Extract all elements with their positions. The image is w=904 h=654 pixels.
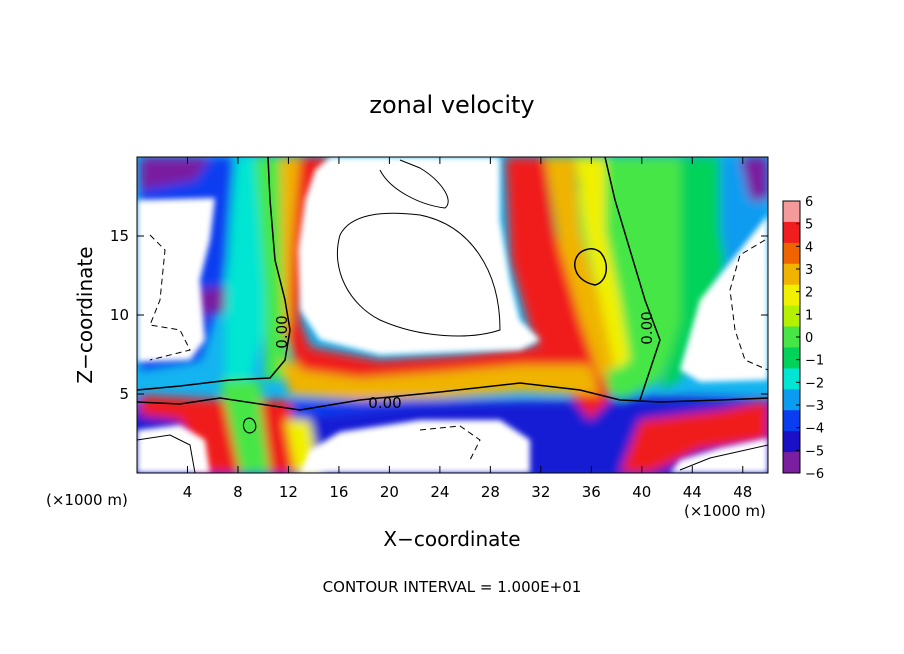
colorbar-swatch [783,347,800,369]
colorbar-tick-label: −6 [805,467,824,482]
colorbar-tick-label: −2 [805,376,824,391]
colorbar-swatch [783,221,800,244]
colorbar: 6 5 4 3 2 1 0 −1 −2 −3 −4 −5 −6 [782,195,824,482]
x-tick-label: 32 [531,483,550,501]
colorbar-tick-label: −3 [805,399,824,414]
chart-title: zonal velocity [369,91,534,119]
x-tick-label: 12 [279,483,298,501]
y-axis-label: Z−coordinate [73,246,97,383]
y-axis-ticks: 5 10 15 [110,227,768,403]
x-unit-right: (×1000 m) [684,502,766,520]
colorbar-tick-label: 0 [805,331,813,346]
x-tick-label: 48 [733,483,752,501]
x-tick-label: 16 [329,483,348,501]
colorbar-swatch [783,368,800,390]
y-tick-label: 15 [110,227,129,245]
colorbar-tick-label: 6 [805,195,813,210]
colorbar-swatch [783,410,800,432]
x-tick-label: 44 [683,483,702,501]
colorbar-tick-label: 4 [805,240,813,255]
x-tick-label: 28 [481,483,500,501]
plot-area: 0.00 0.00 0.00 [137,157,768,473]
colorbar-tick-label: 1 [805,308,813,323]
contour-label-left: 0.00 [273,315,291,348]
x-tick-label: 8 [233,483,243,501]
colorbar-tick-label: −1 [805,354,824,369]
y-tick-label: 5 [119,385,129,403]
colorbar-swatch [783,284,800,307]
x-tick-label: 4 [183,483,193,501]
colorbar-tick-label: −4 [805,422,824,437]
contour-label-centre: 0.00 [368,394,401,412]
x-axis-label: X−coordinate [383,527,520,551]
colorbar-tick-label: 3 [805,263,813,278]
contour-labels: 0.00 0.00 0.00 [273,311,656,412]
colorbar-swatch [783,431,800,453]
contour-interval-footer: CONTOUR INTERVAL = 1.000E+01 [323,578,582,596]
colorbar-tick-label: −5 [805,444,824,459]
x-tick-label: 36 [582,483,601,501]
colorbar-swatch [783,242,800,265]
colorbar-swatch [783,263,800,286]
colorbar-swatch [783,305,800,328]
x-unit-left: (×1000 m) [46,491,128,509]
colorbar-swatch [783,201,800,223]
colorbar-swatch [783,326,800,348]
x-tick-label: 24 [430,483,449,501]
x-axis-ticks: 4 8 12 16 20 24 28 32 36 40 44 48 [183,157,752,501]
colorbar-tick-label: 2 [805,286,813,301]
colorbar-tick-label: 5 [805,218,813,233]
y-tick-label: 10 [110,306,129,324]
colorbar-swatch [783,389,800,411]
contour-label-right: 0.00 [638,311,656,344]
color-field [137,157,768,473]
x-tick-label: 20 [380,483,399,501]
contour-lines [137,157,768,473]
x-tick-label: 40 [632,483,651,501]
colorbar-swatch [783,452,800,474]
